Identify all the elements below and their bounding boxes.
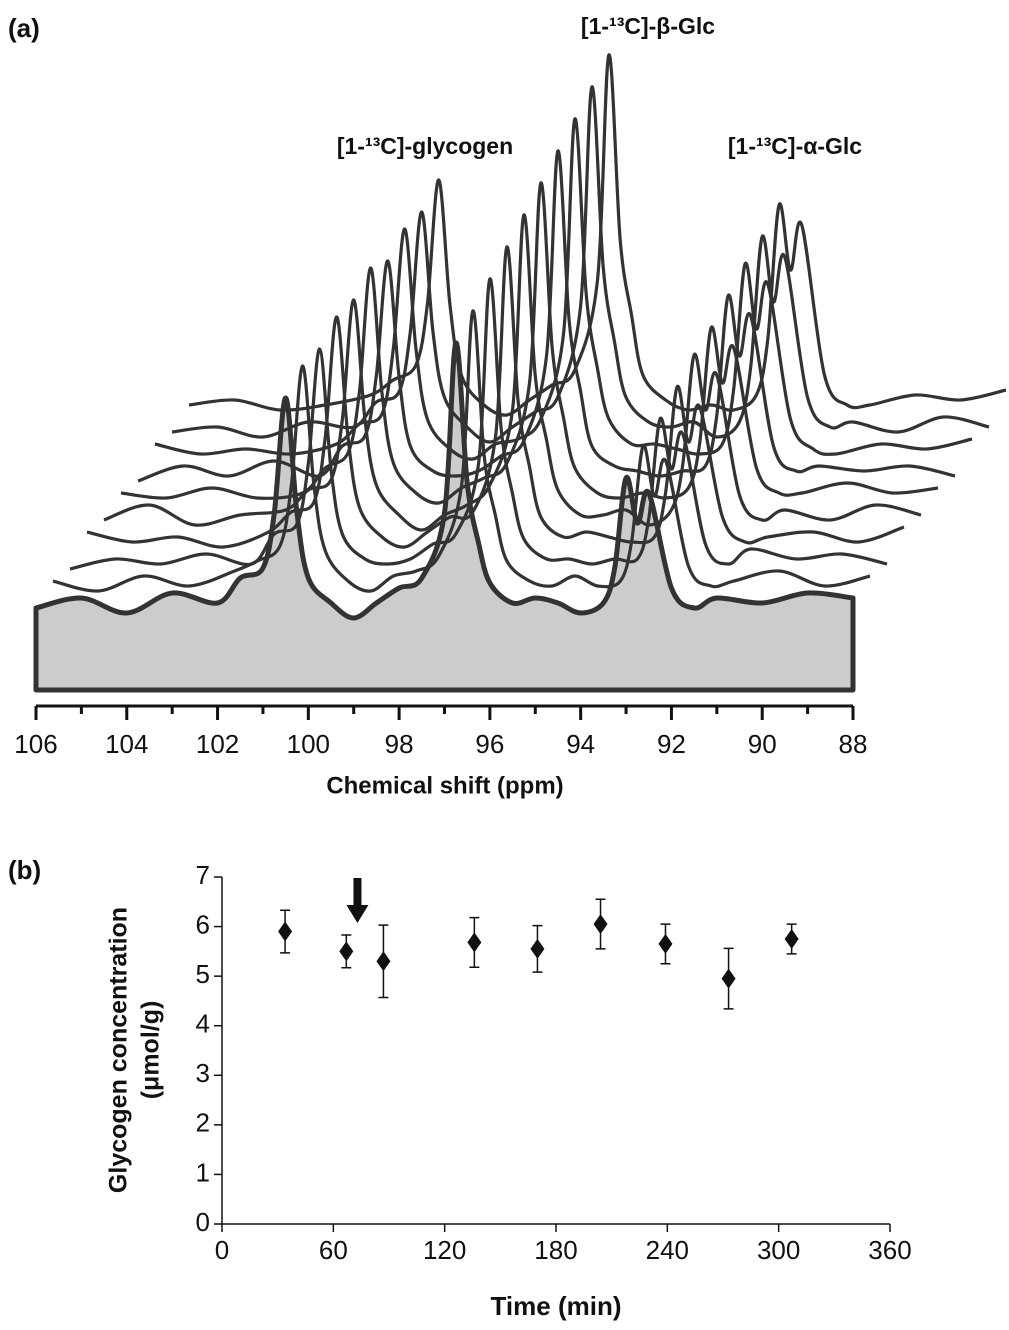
x-tick-label: 94 xyxy=(566,729,595,759)
y-axis-label: (μmol/g) xyxy=(137,1001,165,1100)
peak-label: [1-¹³C]-glycogen xyxy=(337,133,513,159)
y-tick-label: 0 xyxy=(196,1207,210,1237)
spectrum xyxy=(103,213,922,532)
x-tick-label: 300 xyxy=(757,1235,800,1265)
data-point xyxy=(721,968,736,989)
data-point xyxy=(658,933,673,954)
x-tick-label: 360 xyxy=(868,1235,911,1265)
x-tick-label: 100 xyxy=(287,729,330,759)
x-tick-label: 106 xyxy=(14,729,57,759)
x-tick-label: 96 xyxy=(475,729,504,759)
data-point xyxy=(467,932,482,953)
data-point xyxy=(339,941,354,962)
arrow xyxy=(346,878,369,923)
x-tick-label: 90 xyxy=(748,729,777,759)
x-tick-label: 0 xyxy=(215,1235,229,1265)
x-tick-label: 60 xyxy=(319,1235,348,1265)
x-tick-label: 102 xyxy=(196,729,239,759)
data-point xyxy=(784,928,799,949)
spectrum xyxy=(52,309,871,593)
y-tick-label: 6 xyxy=(196,909,210,939)
panel-label: (b) xyxy=(8,855,41,885)
y-tick-label: 5 xyxy=(196,959,210,989)
x-tick-label: 92 xyxy=(657,729,686,759)
x-tick-label: 180 xyxy=(534,1235,577,1265)
x-axis-label: Chemical shift (ppm) xyxy=(326,772,563,799)
spectrum xyxy=(154,117,973,461)
spectrum xyxy=(188,53,1007,417)
x-tick-label: 120 xyxy=(423,1235,466,1265)
y-tick-label: 1 xyxy=(196,1157,210,1187)
y-tick-label: 4 xyxy=(196,1009,210,1039)
y-tick-label: 7 xyxy=(196,860,210,890)
x-axis-label: Time (min) xyxy=(491,1291,622,1321)
y-tick-label: 2 xyxy=(196,1108,210,1138)
spectrum xyxy=(171,85,990,444)
x-tick-label: 240 xyxy=(646,1235,689,1265)
spectrum xyxy=(120,181,939,505)
spectrum xyxy=(69,277,888,571)
data-point xyxy=(530,938,545,959)
panel-label: (a) xyxy=(8,13,40,43)
spectrum xyxy=(86,245,905,549)
x-tick-label: 98 xyxy=(385,729,414,759)
data-point xyxy=(376,951,391,972)
data-point xyxy=(278,921,293,942)
peak-label: [1-¹³C]-β-Glc xyxy=(581,13,715,39)
x-tick-label: 104 xyxy=(105,729,148,759)
peak-label: [1-¹³C]-α-Glc xyxy=(728,133,862,159)
y-tick-label: 3 xyxy=(196,1058,210,1088)
spectrum xyxy=(137,149,956,483)
y-axis-label: Glycogen concentration xyxy=(105,907,133,1193)
x-tick-label: 88 xyxy=(839,729,868,759)
data-point xyxy=(593,914,608,935)
